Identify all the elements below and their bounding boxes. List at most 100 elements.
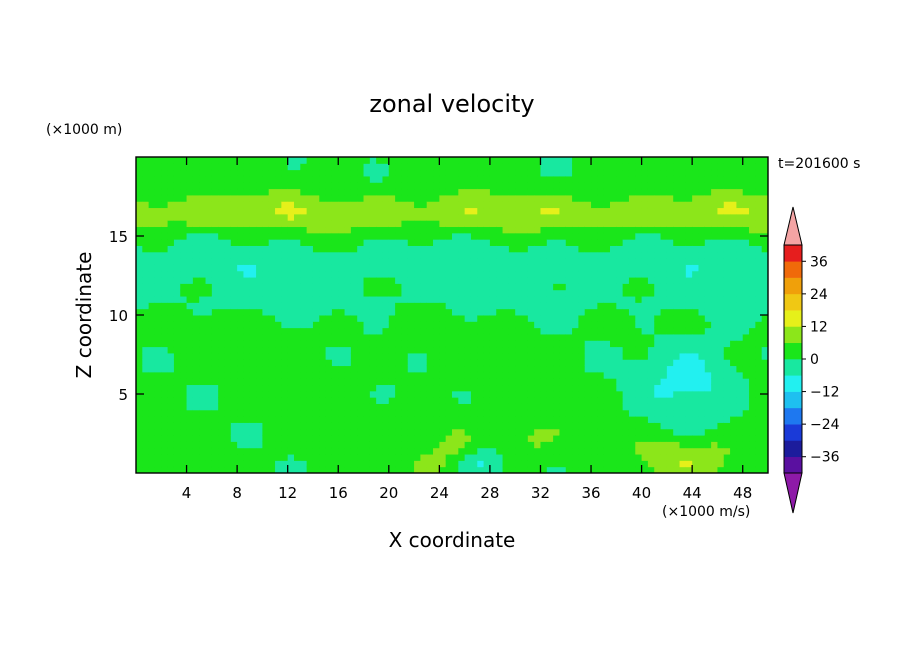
field-cell [660,371,668,379]
field-cell [230,308,238,316]
field-cell [515,409,523,417]
field-cell [395,270,402,278]
field-cell [717,371,725,379]
field-cell [635,157,643,164]
field-cell [679,333,687,341]
field-cell [458,296,466,303]
field-cell [540,245,548,253]
field-cell [294,416,301,423]
field-cell [496,270,504,278]
field-cell [167,447,175,455]
field-cell [363,220,371,228]
field-cell [243,163,251,171]
field-cell [647,340,655,348]
field-cell [679,296,687,303]
field-cell [458,232,466,240]
field-cell [698,321,706,329]
field-cell [319,163,327,171]
field-cell [167,346,175,354]
field-cell [591,157,598,164]
field-cell [186,416,194,423]
field-cell [300,188,308,196]
field-cell [192,239,200,246]
field-cell [167,188,175,196]
field-cell [173,245,181,253]
field-cell [540,378,548,386]
field-cell [679,441,687,449]
field-cell [243,277,251,284]
field-cell [363,403,371,411]
field-cell [338,239,346,246]
field-cell [610,207,617,215]
field-cell [426,220,434,228]
field-cell [262,201,270,209]
field-cell [363,201,371,209]
field-cell [477,466,485,474]
field-cell [205,435,213,442]
field-cell [281,188,289,196]
field-cell [426,365,434,373]
field-cell [635,175,643,183]
field-cell [489,371,497,379]
field-cell [142,182,150,190]
field-cell [363,270,371,278]
field-cell [363,428,371,436]
field-cell [344,416,352,423]
field-cell [237,169,244,177]
field-cell [401,333,409,341]
field-cell [199,157,207,164]
field-cell [237,359,244,367]
field-cell [275,403,282,411]
field-cell [344,245,352,253]
field-cell [508,435,516,442]
field-cell [502,232,510,240]
field-cell [723,264,731,272]
field-cell [173,409,181,417]
field-cell [527,207,535,215]
field-cell [154,175,162,183]
field-cell [154,302,162,310]
field-cell [136,359,143,367]
field-cell [755,226,763,234]
field-cell [692,454,699,461]
field-cell [426,333,434,341]
field-cell [635,220,643,228]
field-cell [382,321,390,329]
field-cell [395,422,402,430]
field-cell [395,409,402,417]
field-cell [142,207,150,215]
field-cell [256,403,263,411]
field-cell [698,232,706,240]
field-cell [439,308,447,316]
field-cell [628,157,636,164]
field-cell [553,390,560,398]
field-cell [483,327,491,335]
field-cell [338,384,346,392]
field-cell [180,403,188,411]
field-cell [647,428,655,436]
field-cell [161,258,169,265]
field-cell [654,340,662,348]
field-cell [540,182,548,190]
field-cell [262,220,270,228]
field-cell [508,308,516,316]
field-cell [414,201,421,209]
field-cell [426,416,434,423]
field-cell [496,397,504,404]
field-cell [357,346,365,354]
field-cell [578,422,586,430]
field-cell [433,201,440,209]
field-cell [660,340,668,348]
field-cell [730,302,737,310]
field-cell [142,270,150,278]
field-cell [331,333,339,341]
field-cell [331,365,339,373]
field-cell [591,397,598,404]
field-cell [439,296,447,303]
field-cell [565,315,573,322]
field-cell [306,283,314,291]
field-cell [698,441,706,449]
field-cell [205,397,213,404]
field-cell [761,422,769,430]
field-cell [325,201,333,209]
